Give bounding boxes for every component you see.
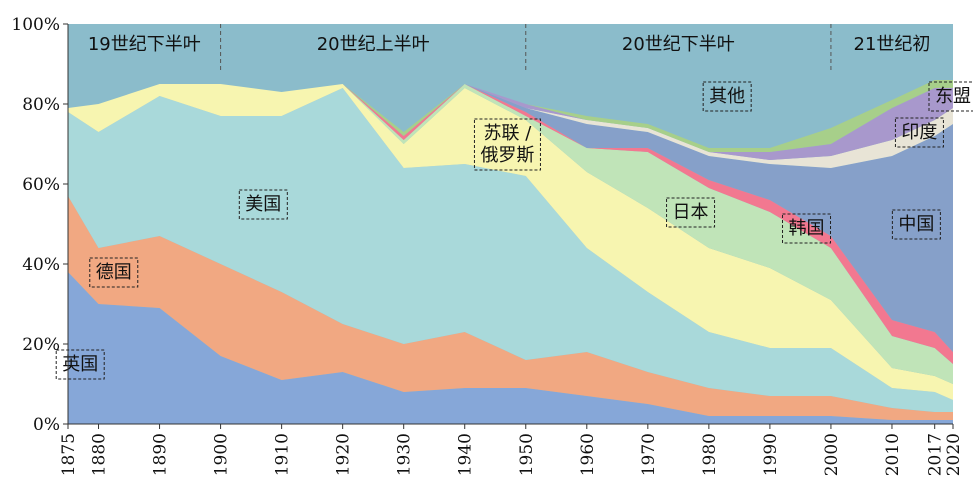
x-tick-label-14: 2010 (883, 433, 903, 476)
annotation-4: 其他 (702, 81, 752, 112)
x-tick-label-0: 1875 (59, 433, 79, 476)
annotation-text-5: 日本 (673, 202, 709, 223)
annotation-text-2: 美国 (245, 194, 281, 215)
annotation-text-6: 韩国 (789, 218, 825, 239)
annotation-box-0 (55, 349, 105, 380)
annotation-5: 日本 (666, 197, 716, 228)
annotation-box-2 (238, 189, 288, 220)
annotation-0: 英国 (55, 349, 105, 380)
annotation-box-7 (891, 209, 941, 240)
annotation-3: 苏联 /俄罗斯 (473, 118, 541, 171)
y-tick-label-3: 60% (22, 175, 60, 195)
area-series-2 (68, 88, 953, 412)
x-tick-label-16: 2020 (944, 433, 964, 476)
area-series-0 (68, 272, 953, 424)
plot-area (68, 24, 953, 424)
y-tick-label-5: 100% (11, 15, 60, 35)
x-tick-label-7: 1940 (456, 433, 476, 476)
x-tick-label-13: 2000 (822, 433, 842, 476)
y-tick-label-2: 40% (22, 255, 60, 275)
x-tick-label-9: 1960 (578, 433, 598, 476)
x-tick-label-5: 1920 (334, 433, 354, 476)
y-tick-label-1: 20% (22, 335, 60, 355)
y-tick-label-4: 80% (22, 95, 60, 115)
x-tick-label-1: 1880 (90, 433, 110, 476)
annotation-box-6 (782, 213, 832, 244)
annotation-text-3: 苏联 /俄罗斯 (480, 123, 534, 166)
x-tick-label-10: 1970 (639, 433, 659, 476)
annotation-9: 东盟 (928, 81, 973, 112)
x-tick-label-3: 1900 (212, 433, 232, 476)
area-series-3 (68, 84, 953, 400)
x-tick-label-4: 1910 (273, 433, 293, 476)
annotation-text-0: 英国 (62, 354, 98, 375)
era-label-1: 20世纪上半叶 (317, 34, 430, 55)
annotation-box-3 (473, 118, 541, 171)
era-label-0: 19世纪下半叶 (88, 34, 201, 55)
area-series-7 (68, 84, 953, 168)
era-label-3: 21世纪初 (854, 34, 931, 55)
x-tick-label-15: 2017 (926, 433, 946, 476)
x-tick-label-11: 1980 (700, 433, 720, 476)
annotation-box-9 (928, 81, 973, 112)
annotation-text-1: 德国 (96, 262, 132, 283)
x-tick-label-2: 1890 (151, 433, 171, 476)
axes: 0% 20% 40% 60% 80% 100% 1875 1880 1890 1900 1910 19… (11, 15, 964, 476)
annotation-8: 印度 (894, 117, 944, 148)
area-series-8 (68, 84, 953, 160)
era-label-2: 20世纪下半叶 (622, 34, 735, 55)
annotation-text-9: 东盟 (935, 86, 971, 107)
annotation-text-8: 印度 (901, 122, 937, 143)
x-tick-label-12: 1990 (761, 433, 781, 476)
annotation-text-4: 其他 (709, 86, 745, 107)
annotation-box-4 (702, 81, 752, 112)
annotation-box-5 (666, 197, 716, 228)
area-series-4 (68, 84, 953, 384)
era-bands: 19世纪下半叶 20世纪上半叶 20世纪下半叶 21世纪初 (88, 24, 931, 72)
annotation-box-8 (894, 117, 944, 148)
annotation-box-1 (89, 257, 139, 288)
annotation-6: 韩国 (782, 213, 832, 244)
x-tick-label-6: 1930 (395, 433, 415, 476)
area-series-1 (68, 196, 953, 420)
annotation-2: 美国 (238, 189, 288, 220)
y-tick-label-0: 0% (33, 415, 60, 435)
x-tick-label-8: 1950 (517, 433, 537, 476)
annotation-1: 德国 (89, 257, 139, 288)
annotation-7: 中国 (891, 209, 941, 240)
annotation-text-7: 中国 (898, 214, 934, 235)
